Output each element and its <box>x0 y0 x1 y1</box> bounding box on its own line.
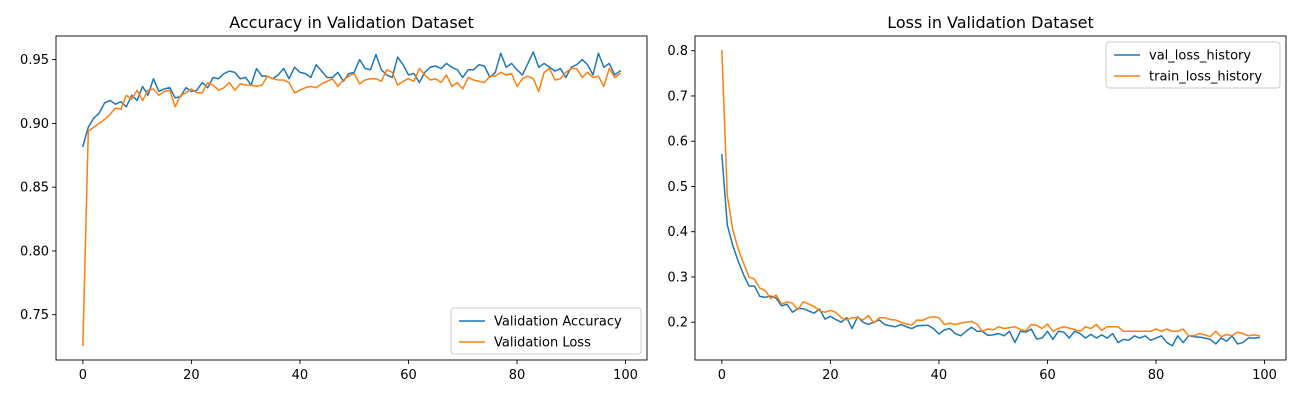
x-tick-label: 0 <box>79 368 87 383</box>
legend: val_loss_history train_loss_history <box>1105 41 1281 89</box>
legend: Validation Accuracy Validation Loss <box>450 307 642 355</box>
y-tick-label: 0.6 <box>667 135 688 150</box>
y-tick-label: 0.2 <box>667 316 688 331</box>
y-tick-label: 0.8 <box>667 44 688 59</box>
x-tick-label: 60 <box>400 368 417 383</box>
x-tick-label: 80 <box>509 368 526 383</box>
y-tick-label: 0.4 <box>667 225 688 240</box>
x-tick-label: 40 <box>292 368 309 383</box>
y-tick-label: 0.90 <box>20 117 49 132</box>
y-tick-label: 0.95 <box>20 53 49 68</box>
chart-title: Loss in Validation Dataset <box>887 13 1094 32</box>
chart-title: Accuracy in Validation Dataset <box>229 13 474 32</box>
x-tick-label: 100 <box>613 368 638 383</box>
legend-label: train_loss_history <box>1149 70 1262 85</box>
loss-panel: Loss in Validation Dataset 0 20 40 60 80 100 0.… <box>667 13 1287 383</box>
legend-label: val_loss_history <box>1149 49 1251 64</box>
y-tick-label: 0.3 <box>667 270 688 285</box>
y-tick-label: 0.75 <box>20 308 49 323</box>
y-tick-label: 0.80 <box>20 244 49 259</box>
accuracy-panel: Accuracy in Validation Dataset 0 20 40 60 80 1… <box>20 13 648 383</box>
series-group <box>721 49 1261 347</box>
x-tick-label: 0 <box>718 368 726 383</box>
series-line-blue <box>721 153 1260 347</box>
y-tick-label: 0.5 <box>667 180 688 195</box>
axes-frame <box>694 35 1287 361</box>
series-line-orange <box>721 49 1261 338</box>
x-tick-label: 100 <box>1252 368 1277 383</box>
x-tick-label: 20 <box>822 368 839 383</box>
x-tick-label: 20 <box>183 368 200 383</box>
x-tick-label: 80 <box>1148 368 1165 383</box>
legend-label: Validation Loss <box>494 336 591 351</box>
x-tick-label: 40 <box>931 368 948 383</box>
legend-box <box>450 307 642 355</box>
legend-box <box>1105 41 1281 89</box>
series-group <box>81 51 622 347</box>
series-line-blue <box>81 51 622 148</box>
series-line-orange <box>82 67 622 347</box>
axes-frame <box>55 35 648 361</box>
y-tick-label: 0.7 <box>667 89 688 104</box>
y-tick-label: 0.85 <box>20 181 49 196</box>
x-tick-label: 60 <box>1039 368 1056 383</box>
legend-label: Validation Accuracy <box>494 315 622 330</box>
